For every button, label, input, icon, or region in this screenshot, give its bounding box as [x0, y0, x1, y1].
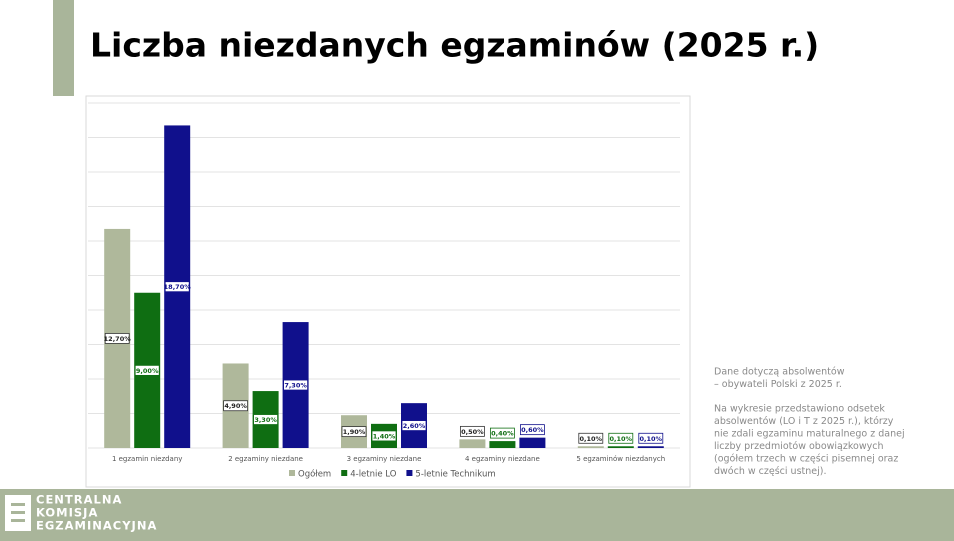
value-label: 0,10% [640, 435, 663, 443]
note-line: absolwentów (LO i T z 2025 r.), którzy [714, 416, 894, 427]
x-tick-label: 2 egzaminy niezdane [228, 455, 303, 463]
value-label-box [459, 425, 485, 437]
note-line: (ogółem trzech w części pisemnej oraz [714, 454, 898, 465]
bar [519, 437, 546, 448]
legend-label: 4-letnie LO [350, 470, 397, 480]
x-tick-label: 4 egzaminy niezdane [465, 455, 540, 463]
note-line: Na wykresie przedstawiono odsetek [714, 404, 885, 415]
value-label: 0,10% [580, 435, 603, 443]
legend-swatch [406, 470, 413, 476]
value-label: 7,30% [284, 382, 307, 390]
logo-gap [11, 511, 25, 514]
value-label-box [341, 426, 367, 438]
value-label: 0,50% [461, 428, 484, 436]
value-label: 18,70% [164, 283, 192, 291]
value-label-box [164, 281, 190, 293]
value-label: 4,90% [224, 402, 247, 410]
note-line: liczby przedmiotów obowiązkowych [714, 441, 883, 452]
value-label: 2,60% [403, 422, 426, 430]
logo-gap [11, 519, 25, 522]
org-name: EGZAMINACYJNA [36, 519, 157, 533]
note-line: Dane dotyczą absolwentów [714, 367, 845, 378]
note-line: nie zdali egzaminu maturalnego z danej [714, 429, 905, 440]
value-label: 0,10% [610, 435, 633, 443]
value-label: 9,00% [136, 367, 159, 375]
value-label-box [253, 414, 279, 425]
value-label-box [520, 424, 545, 436]
accent-bar [53, 0, 74, 96]
legend-label: Ogółem [298, 469, 331, 480]
value-label: 0,60% [521, 426, 544, 434]
bar [637, 446, 664, 448]
value-label-box [134, 364, 160, 376]
value-label: 1,40% [373, 432, 396, 440]
value-label-box [489, 427, 515, 439]
note-line: – obywateli Polski z 2025 r. [714, 379, 842, 390]
x-tick-label: 3 egzaminy niezdane [347, 455, 422, 463]
value-label: 3,30% [254, 416, 277, 424]
footer-band [0, 489, 954, 541]
value-label-box [401, 420, 427, 431]
legend-swatch [289, 470, 295, 476]
org-name: KOMISJA [36, 506, 98, 520]
value-label-box [578, 432, 604, 444]
legend-swatch [341, 470, 348, 476]
value-label: 1,90% [343, 428, 366, 436]
x-tick-label: 1 egzamin niezdany [112, 455, 183, 463]
value-label-box [638, 432, 664, 444]
value-label-box [283, 379, 309, 391]
bar [577, 446, 604, 448]
value-label: 0,40% [491, 430, 514, 438]
value-label-box [371, 430, 397, 442]
note-line: dwóch w części ustnej). [714, 466, 826, 477]
x-tick-label: 5 egzaminów niezdanych [576, 455, 665, 463]
bar [459, 439, 486, 448]
bar [489, 441, 516, 448]
bar [607, 446, 634, 448]
value-label-box [608, 432, 634, 444]
slide-title: Liczba niezdanych egzaminów (2025 r.) [90, 26, 819, 65]
logo-gap [11, 503, 25, 506]
logo-icon [5, 495, 31, 531]
legend-label: 5-letnie Technikum [415, 470, 495, 480]
value-label-box [104, 333, 130, 344]
value-label-box [223, 400, 249, 412]
value-label: 12,70% [104, 335, 132, 343]
org-name: CENTRALNA [36, 493, 122, 507]
